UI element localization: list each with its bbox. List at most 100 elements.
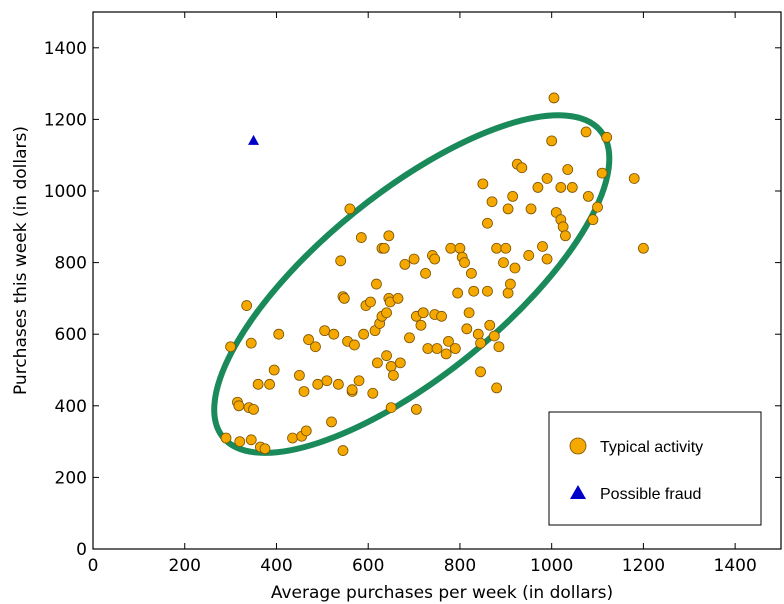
y-tick-label: 600 (55, 325, 87, 345)
typical-activity-point (221, 433, 231, 443)
typical-activity-point (602, 132, 612, 142)
typical-activity-point (446, 243, 456, 253)
typical-activity-point (327, 417, 337, 427)
typical-activity-point (503, 288, 513, 298)
legend: Typical activity Possible fraud (549, 412, 761, 525)
typical-activity-point (365, 297, 375, 307)
typical-activity-point (384, 231, 394, 241)
x-tick-label: 0 (88, 556, 99, 576)
typical-activity-point (274, 329, 284, 339)
typical-activity-point (556, 182, 566, 192)
typical-activity-point (423, 344, 433, 354)
legend-label-fraud: Possible fraud (600, 486, 701, 503)
typical-activity-point (246, 435, 256, 445)
typical-activity-point (501, 243, 511, 253)
typical-activity-point (269, 365, 279, 375)
y-tick-label: 1200 (44, 110, 87, 130)
typical-activity-point (372, 358, 382, 368)
typical-activity-point (386, 361, 396, 371)
typical-activity-point (517, 163, 527, 173)
typical-activity-point (260, 444, 270, 454)
y-tick-label: 0 (76, 540, 87, 560)
typical-activity-point (310, 342, 320, 352)
typical-activity-point (588, 215, 598, 225)
typical-activity-point (345, 204, 355, 214)
typical-activity-point (482, 218, 492, 228)
typical-activity-point (567, 182, 577, 192)
typical-activity-point (542, 173, 552, 183)
typical-activity-point (265, 379, 275, 389)
typical-activity-point (450, 344, 460, 354)
typical-activity-point (379, 243, 389, 253)
typical-activity-point (371, 279, 381, 289)
typical-activity-point (409, 254, 419, 264)
typical-activity-point (418, 308, 428, 318)
typical-activity-point (460, 258, 470, 268)
typical-activity-point (499, 258, 509, 268)
legend-marker-typical (570, 438, 586, 454)
typical-activity-point (542, 254, 552, 264)
typical-activity-point (336, 256, 346, 266)
typical-activity-point (476, 367, 486, 377)
typical-activity-point (404, 333, 414, 343)
y-tick-label: 400 (55, 397, 87, 417)
typical-activity-point (581, 127, 591, 137)
typical-activity-point (524, 250, 534, 260)
typical-activity-point (354, 376, 364, 386)
typical-activity-point (473, 329, 483, 339)
typical-activity-point (347, 385, 357, 395)
typical-activity-point (400, 259, 410, 269)
y-tick-label: 200 (55, 468, 87, 488)
y-tick-label: 1000 (44, 182, 87, 202)
typical-activity-point (510, 263, 520, 273)
typical-activity-point (597, 168, 607, 178)
typical-activity-point (563, 165, 573, 175)
typical-activity-point (246, 338, 256, 348)
typical-activity-point (393, 293, 403, 303)
y-axis-label: Purchases this week (in dollars) (11, 126, 31, 395)
x-tick-label: 1200 (622, 556, 665, 576)
x-tick-label: 400 (260, 556, 292, 576)
x-tick-label: 1400 (714, 556, 757, 576)
x-tick-label: 1000 (530, 556, 573, 576)
typical-activity-point (432, 344, 442, 354)
typical-activity-point (382, 308, 392, 318)
typical-activity-point (547, 136, 557, 146)
typical-activity-point (437, 311, 447, 321)
typical-activity-point (322, 376, 332, 386)
typical-activity-point (469, 286, 479, 296)
typical-activity-point (329, 329, 339, 339)
typical-activity-point (234, 401, 244, 411)
typical-activity-point (549, 93, 559, 103)
typical-activity-point (537, 241, 547, 251)
typical-activity-point (466, 268, 476, 278)
typical-activity-point (629, 173, 639, 183)
typical-activity-point (395, 358, 405, 368)
x-tick-label: 600 (352, 556, 384, 576)
typical-activity-point (492, 243, 502, 253)
typical-activity-point (226, 342, 236, 352)
typical-activity-point (235, 437, 245, 447)
typical-activity-point (533, 182, 543, 192)
typical-activity-point (505, 279, 515, 289)
typical-activity-point (249, 404, 259, 414)
typical-activity-point (301, 426, 311, 436)
typical-activity-point (453, 288, 463, 298)
typical-activity-point (411, 404, 421, 414)
legend-label-typical: Typical activity (600, 439, 703, 456)
typical-activity-point (320, 326, 330, 336)
y-tick-label: 1400 (44, 39, 87, 59)
y-tick-label: 800 (55, 254, 87, 274)
typical-activity-point (253, 379, 263, 389)
typical-activity-point (242, 301, 252, 311)
x-tick-label: 200 (169, 556, 201, 576)
typical-activity-point (356, 233, 366, 243)
x-axis-label: Average purchases per week (in dollars) (271, 583, 613, 603)
typical-activity-point (482, 286, 492, 296)
typical-activity-point (339, 293, 349, 303)
typical-activity-point (382, 351, 392, 361)
typical-activity-point (288, 433, 298, 443)
typical-activity-point (503, 204, 513, 214)
typical-activity-point (416, 320, 426, 330)
